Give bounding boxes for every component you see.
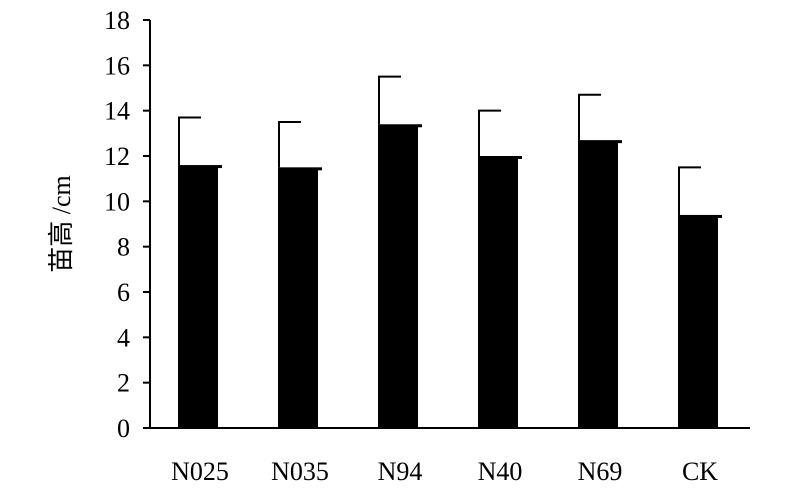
- bar-shoulder: [518, 159, 522, 428]
- y-tick-label: 8: [117, 233, 130, 262]
- x-tick-label: N94: [378, 457, 423, 486]
- y-tick-label: 18: [104, 6, 130, 35]
- bar-n035: [278, 167, 322, 429]
- bar-shoulder: [318, 170, 322, 429]
- bar-n69: [578, 140, 622, 428]
- error-bars: [178, 75, 701, 215]
- y-tick-label: 10: [104, 187, 130, 216]
- x-tick-label: CK: [682, 457, 718, 486]
- y-tick-label: 4: [117, 323, 130, 352]
- y-tick-label: 14: [104, 97, 130, 126]
- y-tick-label: 16: [104, 51, 130, 80]
- x-tick-label: N035: [271, 457, 329, 486]
- bar-shoulder: [618, 143, 622, 428]
- y-tick-label: 2: [117, 369, 130, 398]
- x-tick-label: N025: [171, 457, 229, 486]
- bar-n025: [178, 165, 222, 429]
- bar-shoulder: [218, 168, 222, 429]
- bar-shoulder: [418, 127, 422, 429]
- y-axis-title: 苗高 /cm: [47, 175, 76, 273]
- bar-shoulder: [718, 217, 722, 428]
- bar-ck: [678, 214, 722, 428]
- y-tick-label: 0: [117, 414, 130, 443]
- y-tick-label: 12: [104, 142, 130, 171]
- bar-n40: [478, 156, 522, 428]
- bar-n94: [378, 124, 422, 429]
- y-tick-label: 6: [117, 278, 130, 307]
- x-tick-label: N40: [478, 457, 523, 486]
- bars: [178, 124, 722, 429]
- y-axis-ticks: 0 2 4 6 8 10 12 14 16 18: [104, 6, 150, 443]
- x-tick-label: N69: [578, 457, 623, 486]
- x-axis-labels: N025 N035 N94 N40 N69 CK: [171, 457, 718, 486]
